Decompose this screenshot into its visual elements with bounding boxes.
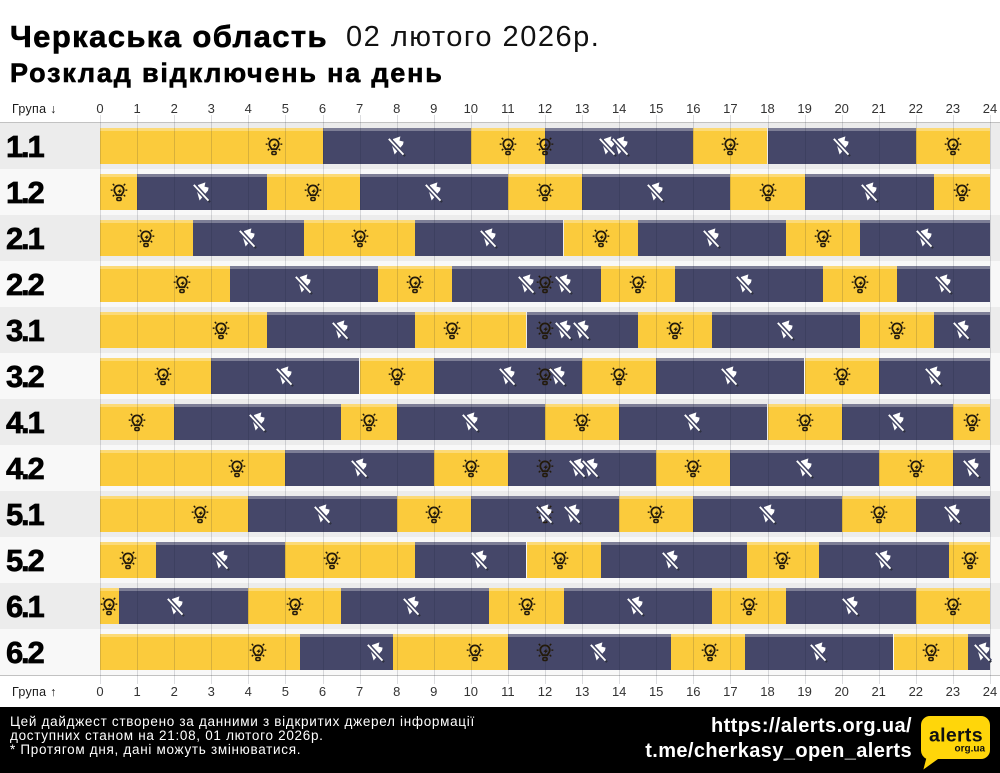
- svg-text:alerts: alerts: [929, 725, 983, 747]
- svg-text:org.ua: org.ua: [955, 744, 986, 755]
